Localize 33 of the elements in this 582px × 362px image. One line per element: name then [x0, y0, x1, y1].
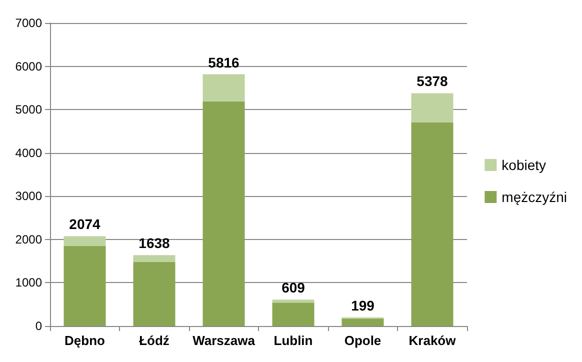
y-tick-label: 7000: [15, 16, 42, 30]
y-tick-label: 4000: [15, 146, 42, 160]
x-tick-label: Warszawa: [192, 333, 256, 348]
bar: [342, 318, 384, 326]
total-label: 5816: [208, 54, 240, 70]
total-label: 5378: [416, 73, 448, 90]
y-tick-label: 5000: [15, 102, 42, 117]
total-label: 1638: [138, 235, 170, 252]
y-tick-label: 3000: [15, 189, 42, 204]
bar: [411, 93, 454, 123]
y-tick-label: 2000: [15, 232, 42, 246]
legend-label: kobiety: [502, 157, 546, 173]
bar: [202, 74, 245, 102]
bar: [64, 236, 106, 246]
bar: [272, 300, 314, 303]
total-label: 609: [282, 280, 306, 296]
x-tick-label: Łódź: [139, 333, 170, 348]
x-tick-label: Opole: [344, 333, 382, 348]
y-tick-label: 0: [35, 319, 42, 333]
bar: [272, 302, 314, 326]
bar: [202, 101, 245, 326]
x-tick-label: Dębno: [64, 333, 106, 348]
bar: [64, 246, 106, 326]
bar: [133, 262, 176, 326]
x-tick-label: Kraków: [408, 333, 457, 348]
total-label: 2074: [69, 216, 101, 232]
bar: [133, 255, 176, 262]
y-tick-label: 1000: [15, 276, 42, 290]
total-label: 199: [351, 297, 375, 314]
legend-label: mężczyźni: [502, 189, 568, 205]
y-tick-label: 6000: [15, 59, 42, 74]
x-tick-label: Lublin: [274, 333, 313, 348]
bar: [411, 122, 454, 326]
